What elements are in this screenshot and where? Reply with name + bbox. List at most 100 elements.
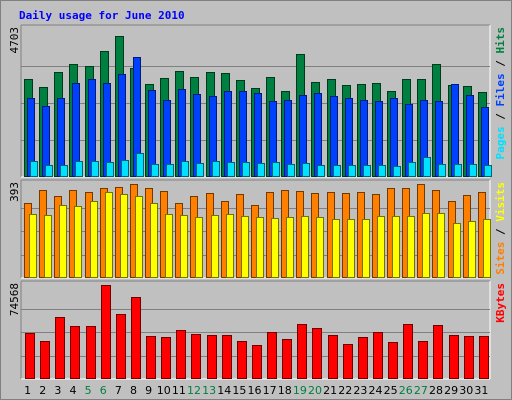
bar-kbytes <box>479 336 489 379</box>
bar-pages <box>121 160 129 177</box>
bar-sites <box>74 206 82 278</box>
bar-files <box>148 90 156 177</box>
bar-kbytes <box>40 341 50 379</box>
bar-kbytes <box>403 324 413 379</box>
bar-files <box>390 98 398 177</box>
bar-sites <box>377 216 385 278</box>
bar-pages <box>181 161 189 177</box>
bar-sites <box>150 203 158 278</box>
bar-pages <box>227 162 235 177</box>
bar-sites <box>332 219 340 278</box>
bar-kbytes <box>237 341 247 379</box>
bar-kbytes <box>358 337 368 379</box>
bar-kbytes <box>131 297 141 379</box>
x-tick-label: 10 <box>157 384 171 397</box>
bar-sites <box>407 216 415 278</box>
bar-kbytes <box>433 325 443 379</box>
bar-pages <box>45 165 53 177</box>
bar-kbytes <box>252 345 262 379</box>
bar-pages <box>302 163 310 177</box>
x-tick-label: 24 <box>369 384 383 397</box>
max-label: 393 <box>8 182 21 202</box>
bar-sites <box>422 213 430 278</box>
bar-kbytes <box>418 341 428 379</box>
bar-sites <box>271 218 279 278</box>
bar-kbytes <box>464 336 474 379</box>
x-tick-label: 5 <box>85 384 92 397</box>
bar-pages <box>454 164 462 177</box>
legend: Sites / Visits <box>494 182 507 275</box>
x-tick-label: 31 <box>474 384 488 397</box>
bar-pages <box>166 164 174 177</box>
x-tick-label: 15 <box>232 384 246 397</box>
x-tick-label: 28 <box>429 384 443 397</box>
bar-sites <box>59 205 67 278</box>
bar-kbytes <box>282 339 292 379</box>
bar-kbytes <box>116 314 126 379</box>
bar-pages <box>378 165 386 177</box>
legend-separator: / <box>494 107 507 127</box>
bar-pages <box>408 162 416 177</box>
legend-entry: Sites <box>494 242 507 275</box>
bar-sites <box>286 217 294 278</box>
chart-title: Daily usage for June 2010 <box>19 9 185 22</box>
x-tick-label: 3 <box>54 384 61 397</box>
x-tick-label: 2 <box>39 384 46 397</box>
bar-kbytes <box>297 324 307 379</box>
x-tick-label: 25 <box>384 384 398 397</box>
x-tick-label: 27 <box>414 384 428 397</box>
bar-sites <box>120 194 128 278</box>
bar-kbytes <box>328 335 338 379</box>
bar-sites <box>211 215 219 278</box>
bar-pages <box>469 164 477 177</box>
bar-sites <box>483 219 491 278</box>
legend-separator: / <box>494 222 507 242</box>
bar-pages <box>30 161 38 177</box>
bar-files <box>451 84 459 177</box>
bar-sites <box>468 221 476 278</box>
bar-pages <box>484 165 492 177</box>
bar-pages <box>196 163 204 177</box>
bar-kbytes <box>267 332 277 379</box>
bar-pages <box>136 153 144 177</box>
bar-pages <box>272 162 280 177</box>
hits-panel: 4703 Pages / Files / Hits <box>8 24 507 178</box>
bar-sites <box>392 216 400 278</box>
x-tick-label: 6 <box>100 384 107 397</box>
bar-files <box>57 98 65 177</box>
x-tick-label: 20 <box>308 384 322 397</box>
bar-pages <box>287 164 295 177</box>
bar-sites <box>316 217 324 278</box>
bar-pages <box>363 165 371 177</box>
max-label: 74568 <box>8 283 21 316</box>
bar-sites <box>226 214 234 278</box>
bar-files <box>314 93 322 177</box>
bar-kbytes <box>25 333 35 379</box>
bar-kbytes <box>312 328 322 379</box>
x-tick-label: 14 <box>217 384 231 397</box>
legend-entry: Pages <box>494 126 507 159</box>
legend-entry: Files <box>494 73 507 106</box>
legend-entry: KBytes <box>494 283 507 323</box>
x-tick-label: 17 <box>263 384 277 397</box>
bar-sites <box>256 217 264 278</box>
bar-sites <box>301 216 309 278</box>
bar-sites <box>105 192 113 278</box>
bar-kbytes <box>222 335 232 379</box>
bar-pages <box>438 164 446 177</box>
bar-kbytes <box>161 337 171 379</box>
bar-pages <box>242 162 250 177</box>
bar-pages <box>106 162 114 177</box>
legend: KBytes <box>494 283 507 323</box>
bar-kbytes <box>101 285 111 379</box>
bar-sites <box>195 217 203 278</box>
x-tick-label: 19 <box>293 384 307 397</box>
bar-kbytes <box>373 332 383 379</box>
x-tick-label: 13 <box>202 384 216 397</box>
legend-entry: Hits <box>494 27 507 54</box>
bar-sites <box>180 215 188 278</box>
x-tick-label: 29 <box>444 384 458 397</box>
x-tick-label: 4 <box>69 384 76 397</box>
bar-sites <box>241 216 249 278</box>
bar-sites <box>362 219 370 278</box>
